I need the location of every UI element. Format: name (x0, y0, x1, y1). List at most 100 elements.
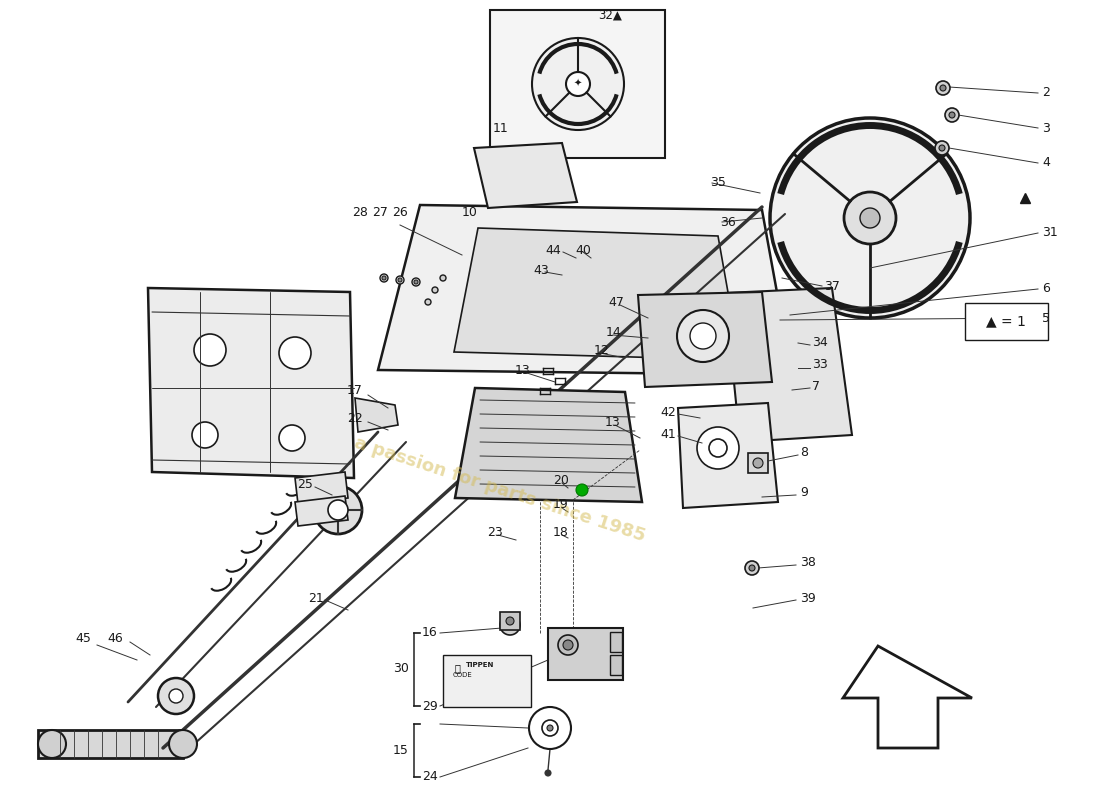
Text: 30: 30 (393, 662, 409, 675)
Circle shape (860, 208, 880, 228)
Text: 7: 7 (812, 381, 820, 394)
Text: ▲ = 1: ▲ = 1 (986, 314, 1026, 328)
Text: 40: 40 (575, 243, 591, 257)
Text: 17: 17 (346, 383, 363, 397)
Polygon shape (378, 205, 792, 375)
Text: 14: 14 (606, 326, 621, 339)
Text: 2: 2 (1042, 86, 1049, 99)
Polygon shape (474, 143, 578, 208)
Circle shape (940, 85, 946, 91)
Circle shape (158, 678, 194, 714)
Text: 47: 47 (608, 297, 624, 310)
Circle shape (396, 276, 404, 284)
Text: 28: 28 (352, 206, 367, 219)
Text: 11: 11 (493, 122, 508, 134)
Text: 44: 44 (544, 243, 561, 257)
Circle shape (532, 38, 624, 130)
Text: 26: 26 (392, 206, 408, 219)
Polygon shape (454, 228, 740, 360)
Text: 18: 18 (553, 526, 569, 539)
Text: CODE: CODE (453, 672, 473, 678)
Text: 16: 16 (422, 626, 438, 639)
Text: ✦: ✦ (574, 79, 582, 89)
Circle shape (558, 635, 578, 655)
Polygon shape (725, 288, 852, 442)
Bar (610, 632, 621, 652)
Text: 37: 37 (824, 279, 840, 293)
Circle shape (382, 276, 386, 280)
Text: 25: 25 (297, 478, 312, 491)
Bar (748, 453, 768, 473)
Text: 🐎: 🐎 (455, 663, 461, 673)
Circle shape (749, 565, 755, 571)
Text: 13: 13 (605, 415, 620, 429)
Bar (548, 628, 623, 680)
Text: 45: 45 (75, 631, 91, 645)
Circle shape (676, 310, 729, 362)
Circle shape (425, 299, 431, 305)
Circle shape (500, 615, 520, 635)
Text: 31: 31 (1042, 226, 1058, 239)
Circle shape (770, 118, 970, 318)
Circle shape (432, 287, 438, 293)
Text: 24: 24 (422, 770, 438, 783)
Text: 33: 33 (812, 358, 827, 371)
Polygon shape (148, 288, 354, 478)
Text: 20: 20 (553, 474, 569, 486)
Circle shape (39, 730, 66, 758)
Circle shape (529, 707, 571, 749)
Circle shape (935, 141, 949, 155)
Circle shape (412, 278, 420, 286)
Text: 3: 3 (1042, 122, 1049, 134)
Circle shape (936, 81, 950, 95)
Text: 12: 12 (594, 343, 609, 357)
Polygon shape (295, 472, 348, 504)
Circle shape (398, 278, 402, 282)
Text: a passion for parts since 1985: a passion for parts since 1985 (352, 434, 648, 546)
Circle shape (169, 689, 183, 703)
Circle shape (939, 145, 945, 151)
Circle shape (279, 425, 305, 451)
Circle shape (697, 427, 739, 469)
Circle shape (690, 323, 716, 349)
Circle shape (945, 108, 959, 122)
Circle shape (314, 486, 362, 534)
Polygon shape (455, 388, 642, 502)
Circle shape (576, 484, 588, 496)
Text: 9: 9 (800, 486, 807, 499)
Circle shape (440, 275, 446, 281)
Text: 39: 39 (800, 591, 816, 605)
Text: 27: 27 (372, 206, 388, 219)
Circle shape (414, 280, 418, 284)
Circle shape (328, 500, 348, 520)
Polygon shape (295, 496, 348, 526)
Text: 13: 13 (515, 363, 530, 377)
Bar (443, 655, 531, 707)
Circle shape (379, 274, 388, 282)
Circle shape (506, 617, 514, 625)
Bar (39, 730, 183, 758)
Text: 5: 5 (1042, 311, 1050, 325)
Polygon shape (638, 292, 772, 387)
Bar (610, 655, 621, 675)
Text: 34: 34 (812, 337, 827, 350)
Text: 46: 46 (107, 631, 123, 645)
Circle shape (949, 112, 955, 118)
Text: 4: 4 (1042, 157, 1049, 170)
Text: 42: 42 (660, 406, 675, 418)
Text: 29: 29 (422, 699, 438, 713)
Circle shape (563, 640, 573, 650)
Circle shape (745, 561, 759, 575)
Text: 36: 36 (720, 215, 736, 229)
Text: 6: 6 (1042, 282, 1049, 295)
Circle shape (192, 422, 218, 448)
Circle shape (544, 770, 551, 776)
Polygon shape (355, 398, 398, 432)
Polygon shape (678, 403, 778, 508)
Bar (965, 303, 1048, 340)
Text: 19: 19 (553, 498, 569, 511)
Polygon shape (843, 646, 972, 748)
Text: 41: 41 (660, 427, 675, 441)
Circle shape (279, 337, 311, 369)
Text: 22: 22 (346, 411, 363, 425)
